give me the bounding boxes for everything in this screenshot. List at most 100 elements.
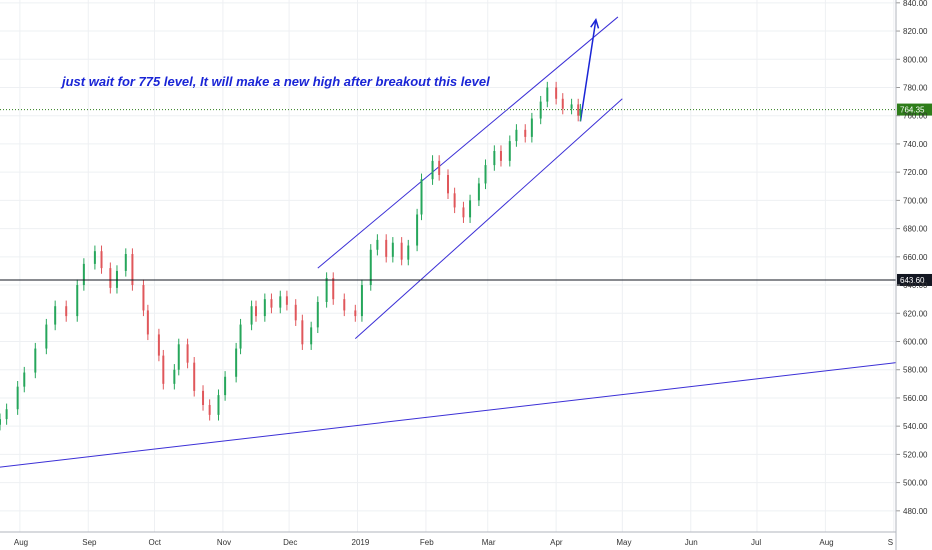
y-tick-label: 660.00 — [903, 253, 928, 262]
x-tick-label: Aug — [819, 538, 833, 547]
y-tick-label: 500.00 — [903, 479, 928, 488]
candle-body — [360, 285, 363, 317]
y-tick-label: 700.00 — [903, 196, 928, 205]
x-tick-label: Jun — [685, 538, 698, 547]
candle-body — [16, 386, 19, 410]
candle-body — [524, 129, 527, 137]
candle-body — [431, 160, 434, 180]
candle-body — [263, 299, 266, 317]
candle-body — [420, 179, 423, 215]
candle-body — [369, 249, 372, 286]
y-tick-label: 540.00 — [903, 422, 928, 431]
candle-body — [376, 239, 379, 250]
candles — [0, 81, 582, 431]
candle-body — [332, 277, 335, 300]
candle-body — [93, 251, 96, 264]
candle-body — [202, 390, 205, 405]
price-level-label: 764.35 — [900, 106, 925, 115]
candle-body — [391, 242, 394, 257]
candle-body — [546, 87, 549, 102]
candle-body — [239, 324, 242, 349]
y-tick-label: 480.00 — [903, 507, 928, 516]
candle-body — [177, 344, 180, 370]
candle-body — [0, 419, 1, 425]
x-tick-label: S — [888, 538, 893, 547]
candle-body — [579, 109, 582, 116]
candle-body — [301, 320, 304, 345]
candle-body — [34, 348, 37, 373]
y-tick-label: 600.00 — [903, 337, 928, 346]
candle-body — [250, 306, 253, 325]
y-tick-label: 800.00 — [903, 55, 928, 64]
candle-body — [208, 404, 211, 415]
y-tick-label: 560.00 — [903, 394, 928, 403]
x-tick-label: Aug — [14, 538, 28, 547]
candle-body — [186, 344, 189, 363]
grid — [0, 0, 896, 532]
candle-body — [294, 304, 297, 321]
candle-body — [157, 334, 160, 356]
x-tick-label: Mar — [482, 538, 496, 547]
candle-body — [316, 301, 319, 328]
candle-body — [469, 200, 472, 218]
candle-body — [235, 348, 238, 377]
candle-body — [407, 245, 410, 260]
candle-body — [477, 183, 480, 201]
candle-body — [45, 324, 48, 349]
candle-body — [499, 150, 502, 161]
candle-body — [54, 306, 57, 325]
y-tick-label: 720.00 — [903, 168, 928, 177]
candle-body — [142, 285, 145, 311]
candle-body — [82, 263, 85, 286]
x-tick-label: Sep — [82, 538, 97, 547]
y-tick-label: 820.00 — [903, 27, 928, 36]
breakout-arrow — [579, 19, 597, 122]
candle-body — [100, 251, 103, 269]
y-tick-label: 620.00 — [903, 309, 928, 318]
candle-body — [438, 160, 441, 175]
candle-body — [577, 104, 580, 116]
candle-body — [285, 296, 288, 305]
price-level-badge — [897, 273, 932, 286]
y-tick-label: 520.00 — [903, 450, 928, 459]
candle-body — [508, 141, 511, 161]
x-tick-label: Feb — [420, 538, 434, 547]
arrow-head — [590, 18, 600, 29]
trendline-channel-lower — [354, 98, 623, 340]
x-tick-label: Dec — [283, 538, 297, 547]
candle-body — [493, 150, 496, 166]
x-tick-label: Nov — [217, 538, 231, 547]
y-tick-label: 640.00 — [903, 281, 928, 290]
candle-body — [385, 239, 388, 257]
y-tick-label: 740.00 — [903, 140, 928, 149]
y-tick-label: 840.00 — [903, 0, 928, 8]
candle-body — [555, 87, 558, 99]
candle-body — [310, 327, 313, 345]
y-tick-label: 680.00 — [903, 225, 928, 234]
date-axis: Aug Sep Oct Nov Dec 2019 Feb Mar Apr May Jun Jul Aug… — [14, 538, 893, 547]
x-tick-label: Apr — [550, 538, 563, 547]
annotation-text: just wait for 775 level, It will make a … — [60, 74, 490, 89]
trendlines — [0, 16, 897, 468]
candle-body — [561, 98, 564, 109]
y-tick-label: 580.00 — [903, 366, 928, 375]
candle-body — [76, 285, 79, 317]
candle-body — [131, 254, 134, 286]
candle-body — [279, 296, 282, 308]
candle-body — [515, 129, 518, 142]
y-tick-label: 760.00 — [903, 112, 928, 121]
price-level-label: 643.60 — [900, 276, 925, 285]
trendline-long-term-support — [0, 362, 897, 468]
candle-body — [162, 355, 165, 384]
candle-body — [193, 362, 196, 391]
candle-body — [146, 310, 149, 335]
price-level-badge — [897, 103, 932, 116]
x-tick-label: Oct — [148, 538, 161, 547]
candle-body — [343, 299, 346, 311]
x-tick-label: 2019 — [352, 538, 370, 547]
candle-body — [453, 193, 456, 208]
candle-body — [400, 242, 403, 260]
x-tick-label: Jul — [751, 538, 761, 547]
